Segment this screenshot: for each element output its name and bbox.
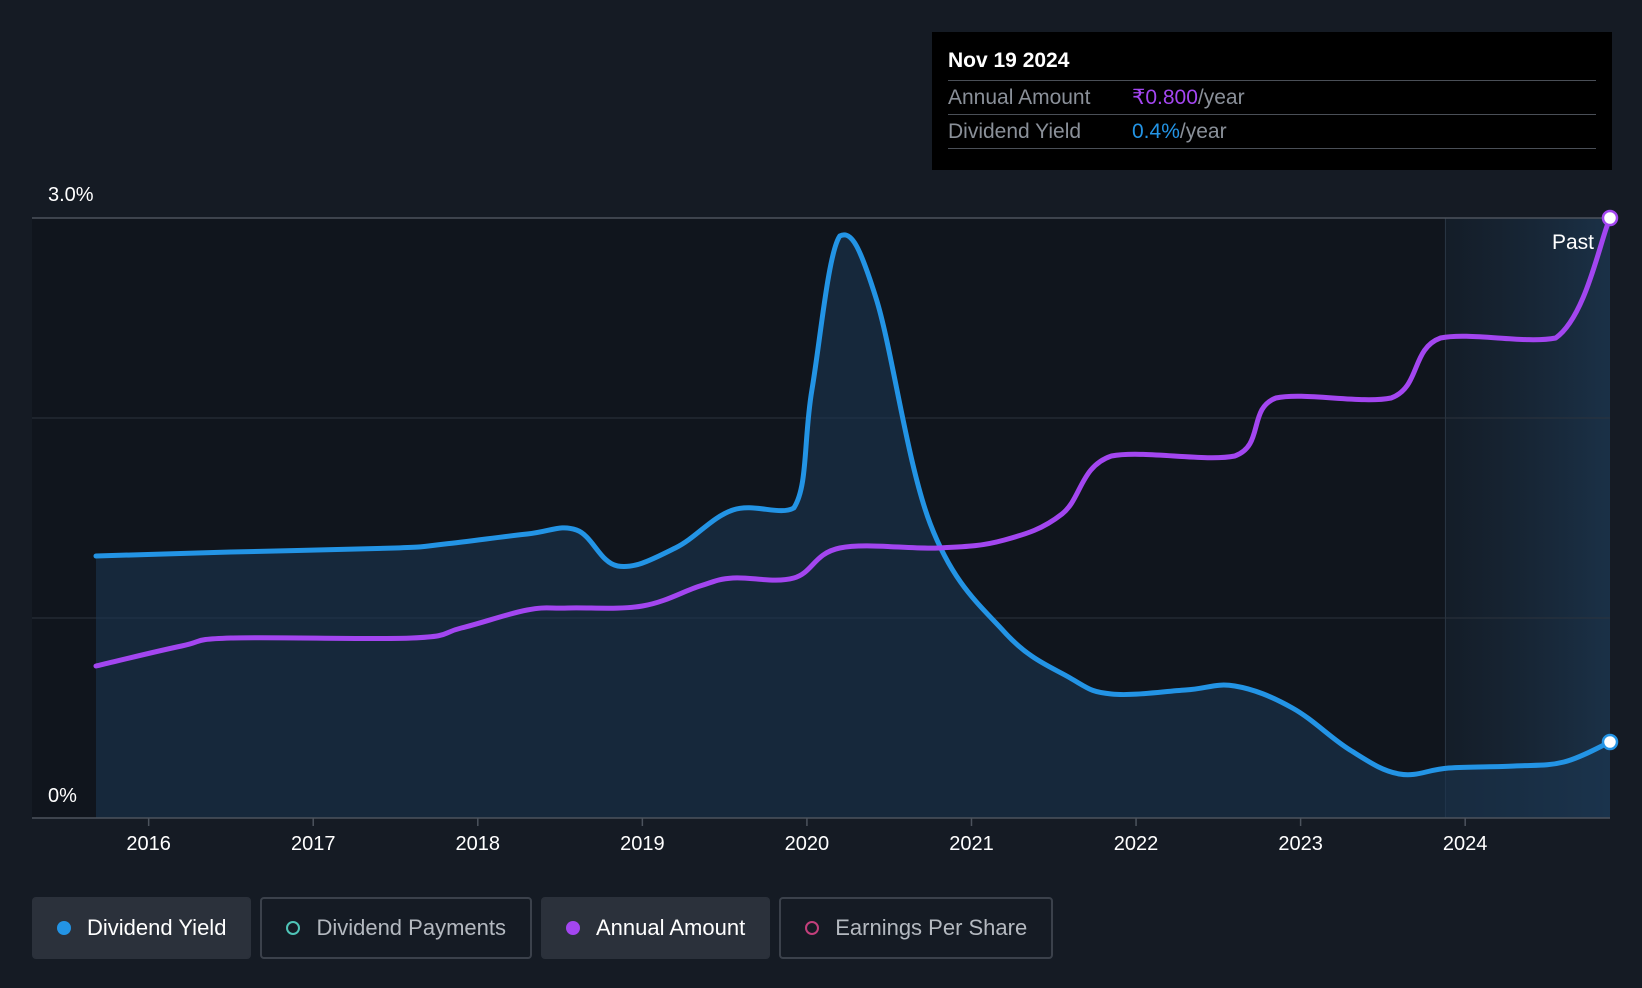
tooltip-date: Nov 19 2024 bbox=[948, 49, 1070, 72]
chart-legend: Dividend Yield Dividend Payments Annual … bbox=[32, 897, 1054, 959]
x-tick-label: 2017 bbox=[291, 833, 336, 855]
x-tick-label: 2018 bbox=[456, 833, 501, 855]
tooltip-value: 0.4% bbox=[1132, 120, 1180, 143]
dividend-yield-line bbox=[93, 232, 1613, 778]
past-label: Past bbox=[1552, 231, 1594, 254]
annual-amount-end-marker bbox=[1601, 209, 1619, 227]
legend-item-dividend-yield[interactable]: Dividend Yield bbox=[32, 897, 252, 959]
tooltip-row-dividend-yield: Dividend Yield 0.4% /year bbox=[948, 114, 1596, 149]
tooltip-value: ₹0.800 bbox=[1132, 86, 1198, 109]
x-tick-label: 2023 bbox=[1278, 833, 1323, 855]
x-tick-label: 2019 bbox=[620, 833, 665, 855]
legend-dot-icon bbox=[565, 921, 580, 935]
dividend-yield-area bbox=[96, 234, 1610, 819]
x-tick-label: 2020 bbox=[785, 833, 830, 855]
tooltip-unit: /year bbox=[1179, 120, 1227, 143]
tooltip-row-annual-amount: Annual Amount ₹0.800 /year bbox=[948, 80, 1596, 114]
series-lines bbox=[93, 215, 1613, 778]
x-tick-label: 2024 bbox=[1443, 833, 1488, 855]
legend-label: Earnings Per Share bbox=[835, 915, 1028, 940]
legend-item-dividend-payments[interactable]: Dividend Payments bbox=[260, 897, 532, 959]
tooltip-label: Annual Amount bbox=[948, 86, 1091, 109]
tooltip-label: Dividend Yield bbox=[948, 120, 1082, 143]
legend-dot-icon bbox=[57, 921, 71, 935]
x-tick-label: 2022 bbox=[1114, 833, 1159, 855]
x-tick-label: 2016 bbox=[126, 833, 171, 855]
legend-label: Annual Amount bbox=[595, 915, 746, 940]
end-markers bbox=[1601, 209, 1619, 751]
legend-item-annual-amount[interactable]: Annual Amount bbox=[540, 897, 771, 959]
legend-label: Dividend Yield bbox=[87, 915, 227, 940]
legend-item-earnings-per-share[interactable]: Earnings Per Share bbox=[779, 897, 1054, 959]
x-axis: 2016 2017 2018 2019 2020 2021 2022 2023 2024 bbox=[32, 817, 1610, 855]
y-axis-max-label: 3.0% bbox=[48, 184, 94, 206]
past-region bbox=[1444, 218, 1610, 818]
tooltip-panel: Nov 19 2024 Annual Amount ₹0.800 /year D… bbox=[932, 32, 1612, 170]
x-tick-label: 2021 bbox=[949, 833, 994, 855]
legend-label: Dividend Payments bbox=[316, 915, 506, 940]
dividend-yield-end-marker bbox=[1601, 733, 1619, 751]
y-axis-min-label: 0% bbox=[48, 785, 77, 807]
tooltip-unit: /year bbox=[1197, 86, 1245, 109]
yield-area bbox=[96, 234, 1610, 819]
annual-amount-line bbox=[93, 215, 1613, 669]
legend-dot-icon bbox=[805, 921, 820, 935]
past-region-shade bbox=[1445, 218, 1610, 818]
legend-dot-icon bbox=[286, 921, 301, 935]
